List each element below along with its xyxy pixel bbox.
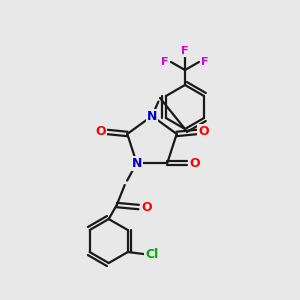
Text: Cl: Cl [145,248,158,260]
Text: O: O [141,200,152,214]
Text: F: F [181,46,189,56]
Text: F: F [161,57,169,67]
Text: F: F [201,57,209,67]
Text: N: N [131,157,142,169]
Text: O: O [95,125,106,139]
Text: N: N [147,110,157,122]
Text: O: O [189,157,200,169]
Text: O: O [198,125,209,139]
